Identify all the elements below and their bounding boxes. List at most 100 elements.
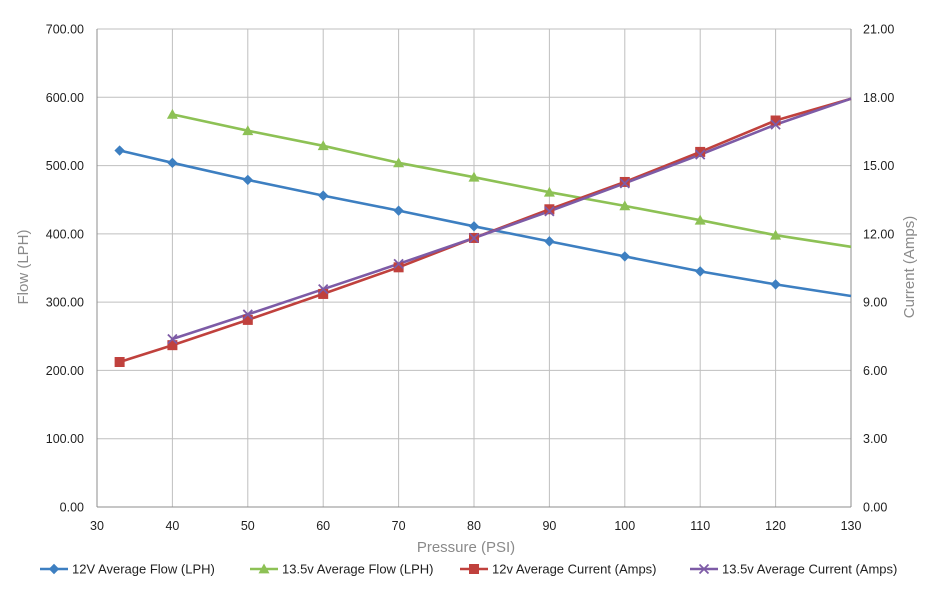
x-tick-label: 60: [316, 519, 330, 533]
x-marker-stroke: [544, 206, 555, 217]
x-marker-stroke: [242, 309, 253, 320]
right-tick-label: 3.00: [863, 432, 887, 446]
data-point-12v-average-current-amps: [619, 176, 630, 187]
legend-swatch-marker: [48, 563, 60, 575]
x-marker-stroke: [393, 258, 404, 270]
x-marker-stroke: [698, 563, 710, 575]
right-tick-label: 21.00: [863, 23, 894, 37]
x-tick-label: 100: [614, 519, 635, 533]
data-point-12v-average-current-amps: [544, 204, 555, 215]
data-point-12v-average-current-amps: [695, 146, 706, 157]
legend-swatch-marker: [469, 564, 479, 574]
data-point-13-5v-average-flow-lph: [166, 108, 178, 119]
data-point-12v-average-current-amps: [393, 262, 404, 273]
legend-item-13-5v-average-flow-lph: 13.5v Average Flow (LPH): [250, 562, 434, 577]
data-point-13-5v-average-current-amps: [318, 284, 329, 295]
x-tick-label: 90: [542, 519, 556, 533]
series-line-13-5v-average-current-amps: [171, 97, 852, 341]
legend-swatch-marker: [258, 563, 270, 574]
left-tick-label: 300.00: [46, 296, 84, 310]
data-point-13-5v-average-current-amps: [544, 206, 555, 217]
legend-label: 13.5v Average Flow (LPH): [282, 562, 434, 577]
data-point-12v-average-flow-lph: [167, 157, 178, 169]
data-point-12v-average-current-amps: [167, 340, 178, 351]
right-tick-label: 15.00: [863, 159, 894, 173]
x-marker-stroke: [619, 178, 630, 189]
data-point-12v-average-current-amps: [770, 115, 781, 126]
legend-label: 12V Average Flow (LPH): [72, 562, 215, 577]
data-point-12v-average-flow-lph: [770, 279, 781, 290]
data-point-13-5v-average-flow-lph: [694, 214, 706, 225]
x-tick-label: 30: [90, 519, 104, 533]
axes: [96, 29, 852, 508]
legend-label: 13.5v Average Current (Amps): [722, 562, 897, 577]
x-axis-tick-labels: 30 40 50 60 70 80 90 100 110 120 130: [90, 519, 861, 533]
left-tick-label: 400.00: [46, 227, 84, 241]
x-marker-stroke: [318, 284, 329, 295]
right-axis-tick-labels: 0.00 3.00 6.00 9.00 12.00 15.00 18.00 21.00: [863, 23, 894, 515]
x-marker-stroke: [770, 119, 781, 130]
data-point-13-5v-average-current-amps: [695, 149, 706, 160]
legend-swatch-marker: [698, 563, 710, 575]
series-markers: [114, 108, 782, 368]
left-axis-title: Flow (LPH): [15, 229, 32, 304]
right-tick-label: 6.00: [863, 364, 887, 378]
right-tick-label: 18.00: [863, 91, 894, 105]
data-point-12v-average-flow-lph: [468, 221, 480, 232]
series-lines: [119, 97, 852, 364]
data-point-12v-average-flow-lph: [695, 266, 706, 277]
right-tick-label: 12.00: [863, 227, 894, 241]
legend-item-12v-average-flow-lph: 12V Average Flow (LPH): [40, 562, 215, 577]
data-point-13-5v-average-flow-lph: [543, 186, 555, 197]
x-marker-stroke: [695, 149, 706, 160]
data-point-13-5v-average-flow-lph: [770, 229, 782, 240]
data-point-13-5v-average-current-amps: [242, 309, 253, 320]
right-axis-title: Current (Amps): [901, 216, 918, 319]
x-tick-label: 120: [765, 519, 786, 533]
left-tick-label: 700.00: [46, 23, 84, 37]
data-point-13-5v-average-current-amps: [167, 333, 178, 345]
data-point-12v-average-flow-lph: [393, 205, 404, 216]
data-point-13-5v-average-current-amps: [619, 178, 630, 189]
data-point-12v-average-current-amps: [114, 357, 125, 368]
data-point-12v-average-current-amps: [242, 314, 253, 325]
data-point-12v-average-flow-lph: [318, 190, 329, 201]
legend-item-13-5v-average-current-amps: 13.5v Average Current (Amps): [690, 562, 897, 577]
data-point-13-5v-average-current-amps: [770, 119, 781, 130]
data-point-13-5v-average-flow-lph: [317, 140, 329, 151]
left-tick-label: 0.00: [60, 501, 84, 515]
legend-label: 12v Average Current (Amps): [492, 562, 657, 577]
data-point-12v-average-flow-lph: [619, 251, 630, 262]
x-tick-label: 50: [241, 519, 255, 533]
data-point-12v-average-flow-lph: [242, 174, 253, 186]
right-tick-label: 9.00: [863, 296, 887, 310]
series-line-13-5v-average-flow-lph: [172, 113, 852, 249]
data-point-13-5v-average-flow-lph: [619, 200, 631, 211]
data-point-13-5v-average-flow-lph: [468, 171, 480, 182]
legend: 12V Average Flow (LPH) 13.5v Average Flow…: [40, 562, 897, 577]
data-point-13-5v-average-flow-lph: [242, 125, 254, 136]
x-axis-title: Pressure (PSI): [417, 539, 515, 556]
data-point-13-5v-average-current-amps: [393, 258, 404, 270]
x-marker-stroke: [167, 333, 178, 345]
x-tick-label: 70: [392, 519, 406, 533]
data-point-12v-average-flow-lph: [544, 236, 555, 247]
left-tick-label: 600.00: [46, 91, 84, 105]
data-point-13-5v-average-flow-lph: [393, 157, 405, 168]
legend-item-12v-average-current-amps: 12v Average Current (Amps): [460, 562, 657, 577]
data-point-12v-average-flow-lph: [114, 145, 125, 156]
gridlines: [97, 28, 851, 507]
x-tick-label: 80: [467, 519, 481, 533]
right-tick-label: 0.00: [863, 501, 887, 515]
x-tick-label: 110: [690, 519, 710, 533]
left-tick-label: 500.00: [46, 159, 84, 173]
left-tick-label: 100.00: [46, 432, 84, 446]
x-tick-label: 130: [841, 519, 862, 533]
left-tick-label: 200.00: [46, 364, 84, 378]
x-tick-label: 40: [165, 519, 179, 533]
data-point-13-5v-average-current-amps: [468, 232, 480, 244]
x-marker-stroke: [468, 232, 480, 244]
left-axis-tick-labels: 0.00 100.00 200.00 300.00 400.00 500.00 600.00…: [46, 23, 84, 515]
series-line-12v-average-flow-lph: [119, 149, 852, 298]
